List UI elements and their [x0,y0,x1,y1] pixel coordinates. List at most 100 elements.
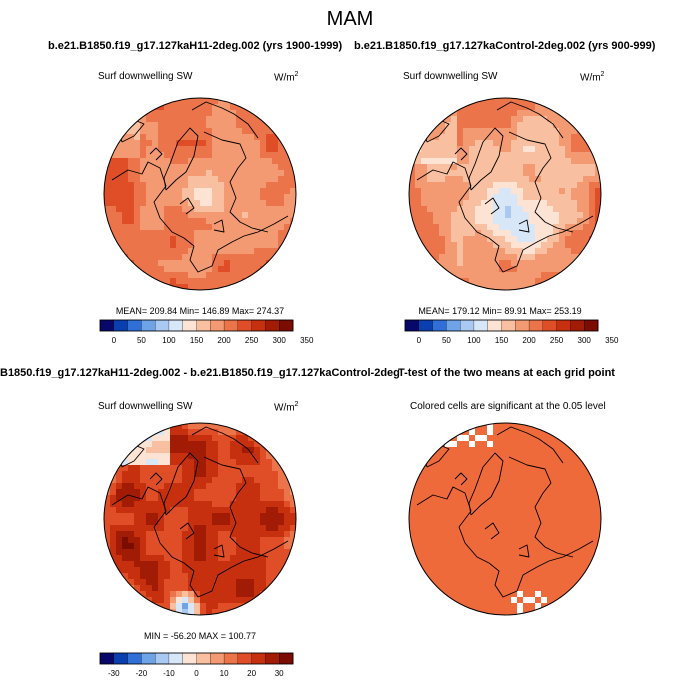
colorbar-swatch [570,319,585,332]
colorbar-swatch [141,652,156,665]
coastline [484,197,500,215]
colorbar-swatch [528,319,544,332]
panel-3-variable: Surf downwelling SW [98,401,193,412]
colorbar-frame [99,319,294,332]
panel-1-title: b.e21.B1850.f19_g17.127kaH11-2deg.002 (y… [48,40,343,52]
colorbar-tick-label: 350 [300,336,314,345]
coastline [213,219,225,233]
colorbar-frame [99,652,294,665]
colorbar-tick-label: 0 [112,336,117,345]
colorbar-3: -30 -20 -10 0 10 20 30 [99,652,294,678]
colorbar-swatch [113,319,129,332]
colorbar-swatch [251,652,266,665]
coastline [179,197,195,215]
colorbar-swatch [223,319,239,332]
colorbar-frame [404,319,599,332]
colorbar-swatch [182,652,197,665]
panel-2-stats: MEAN= 179.12 Min= 89.91 Max= 253.19 [418,306,582,316]
coastline [149,147,163,161]
colorbar-swatch [237,319,253,332]
panel-3-stats: MIN = -56.20 MAX = 100.77 [143,631,257,641]
colorbar-swatch [584,319,599,332]
colorbar-tick-label: 50 [137,336,146,345]
colorbar-swatch [99,652,115,665]
coastline [484,522,500,540]
coastline [111,161,289,273]
colorbar-swatch [556,319,571,332]
colorbar-swatch [279,319,294,332]
colorbar-swatch [251,319,266,332]
colorbar-swatch [446,319,461,332]
colorbar-swatch [141,319,156,332]
panel-2-units: W/m2 [580,71,605,84]
colorbar-tick-label: 100 [467,336,481,345]
colorbar-swatch [418,319,434,332]
colorbar-swatch [237,652,253,665]
colorbar-swatch [459,319,475,332]
colorbar-tick-label: 20 [247,669,256,678]
coastline [191,426,259,464]
coastline [191,101,259,139]
coastline [468,127,504,191]
panel-2-variable: Surf downwelling SW [403,71,498,82]
colorbar-tick-label: 0 [194,669,199,678]
coastline [179,522,195,540]
colorbar-swatch [210,652,225,665]
colorbar-swatch [168,319,184,332]
colorbar-tick-label: 200 [522,336,536,345]
map-field-4 [409,423,601,615]
colorbar-swatch [404,319,420,332]
colorbar-tick-label: -30 [108,669,120,678]
colorbar-tick-label: -10 [163,669,175,678]
colorbar-tick-label: 100 [162,336,176,345]
colorbar-swatch [196,319,211,332]
coastline [203,456,269,558]
colorbar-tick-label: 30 [275,669,284,678]
map-panel-4 [408,422,602,616]
coastline [508,131,574,233]
map-panel-3 [103,422,297,616]
coastline [518,219,530,233]
coastline [203,131,269,233]
map-border-3 [103,422,297,616]
colorbar-tick-label: -20 [136,669,148,678]
coastline [416,486,594,598]
colorbar-swatch [168,652,184,665]
colorbar-swatch [113,652,129,665]
colorbar-tick-label: 250 [550,336,564,345]
colorbar-tick-label: 350 [605,336,619,345]
colorbar-tick-label: 300 [273,336,287,345]
map-border-2 [408,97,602,291]
colorbar-tick-label: 150 [190,336,204,345]
panel-1-variable: Surf downwelling SW [98,71,193,82]
colorbar-swatch [127,652,142,665]
colorbar-swatch [210,319,225,332]
map-border-1 [103,97,297,291]
panel-4-title: T-test of the two means at each grid poi… [398,367,615,379]
colorbar-tick-label: 10 [220,669,229,678]
colorbar-swatch [432,319,447,332]
colorbar-1: 0 50 100 150 200 250 300 350 [99,319,314,345]
colorbar-tick-label: 50 [442,336,451,345]
colorbar-swatch [182,319,197,332]
colorbar-tick-label: 300 [578,336,592,345]
coastline [496,101,564,139]
coastline [163,452,199,516]
coastline [508,456,574,558]
coastline [149,472,163,486]
colorbar-swatch [279,652,294,665]
panel-4-annotation: Colored cells are significant at the 0.0… [410,401,606,412]
coastlines-2 [416,101,594,273]
coastline [111,486,289,598]
colorbar-swatch [196,652,211,665]
colorbar-swatch [542,319,558,332]
colorbar-tick-label: 0 [417,336,422,345]
map-panel-1 [103,97,297,291]
colorbar-swatch [515,319,530,332]
colorbar-swatch [265,319,280,332]
colorbar-swatch [223,652,239,665]
figure-title: MAM [326,8,374,30]
colorbar-swatch [473,319,489,332]
panel-1-stats: MEAN= 209.84 Min= 146.89 Max= 274.37 [115,306,285,316]
